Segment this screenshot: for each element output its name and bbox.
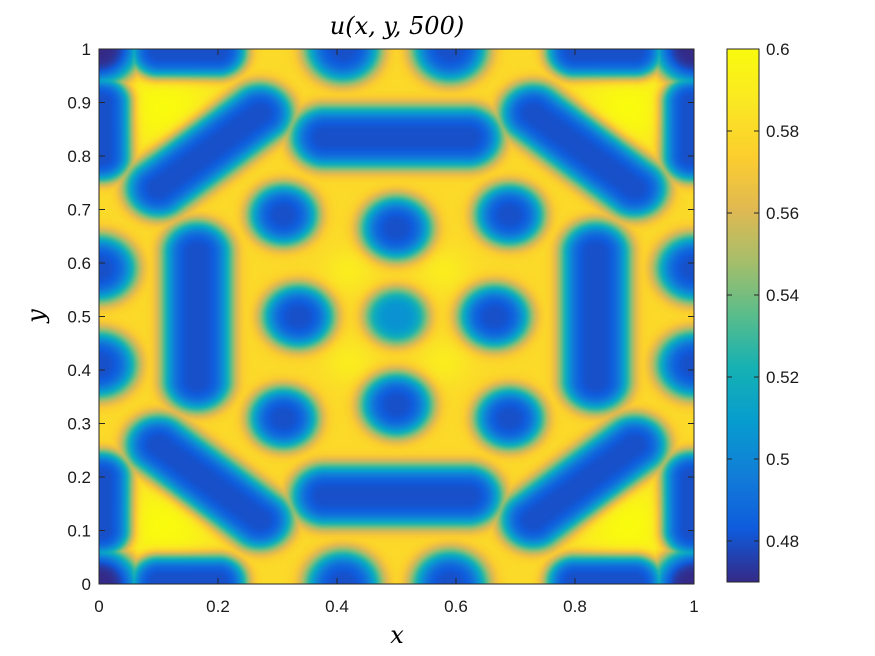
x-tick-label: 0 <box>94 597 103 616</box>
colorbar-tick-label: 0.54 <box>766 286 799 305</box>
x-tick-label: 0.2 <box>206 597 230 616</box>
x-axis-ticks: 0 0.2 0.4 0.6 0.8 1 <box>94 49 699 616</box>
colorbar-tick-label: 0.6 <box>766 40 790 59</box>
y-axis-ticks: 0 0.1 0.2 0.3 0.4 0.5 0.6 0.7 0.8 0.9 1 <box>67 40 694 594</box>
y-tick-label: 0.3 <box>67 415 91 434</box>
colorbar-tick-label: 0.48 <box>766 532 799 551</box>
y-tick-label: 0.5 <box>67 308 91 327</box>
heatmap-canvas <box>99 49 694 584</box>
y-tick-label: 0.6 <box>67 254 91 273</box>
colorbar-ticks: 0.48 0.5 0.52 0.54 0.56 0.58 0.6 <box>727 40 799 551</box>
y-tick-label: 0.1 <box>67 522 91 541</box>
x-tick-label: 1 <box>689 597 698 616</box>
colorbar-gradient <box>727 49 759 582</box>
y-tick-label: 0.4 <box>67 361 91 380</box>
y-tick-label: 0.7 <box>67 201 91 220</box>
colorbar-box <box>726 48 760 583</box>
colorbar-tick-label: 0.58 <box>766 122 799 141</box>
colorbar-tick-label: 0.52 <box>766 368 799 387</box>
x-axis-label: x <box>390 621 404 649</box>
heatmap-plot-area <box>99 49 694 584</box>
colorbar-tick-label: 0.56 <box>766 204 799 223</box>
colorbar <box>727 49 759 582</box>
x-tick-label: 0.6 <box>444 597 468 616</box>
y-tick-label: 0 <box>82 575 91 594</box>
y-tick-label: 0.9 <box>67 94 91 113</box>
colorbar-tick-label: 0.5 <box>766 450 790 469</box>
y-tick-label: 1 <box>82 40 91 59</box>
y-axis-label: y <box>22 309 50 324</box>
x-tick-label: 0.4 <box>325 597 349 616</box>
x-tick-label: 0.8 <box>563 597 587 616</box>
chart-title: u(x, y, 500) <box>330 12 464 40</box>
y-tick-label: 0.2 <box>67 468 91 487</box>
y-tick-label: 0.8 <box>67 147 91 166</box>
